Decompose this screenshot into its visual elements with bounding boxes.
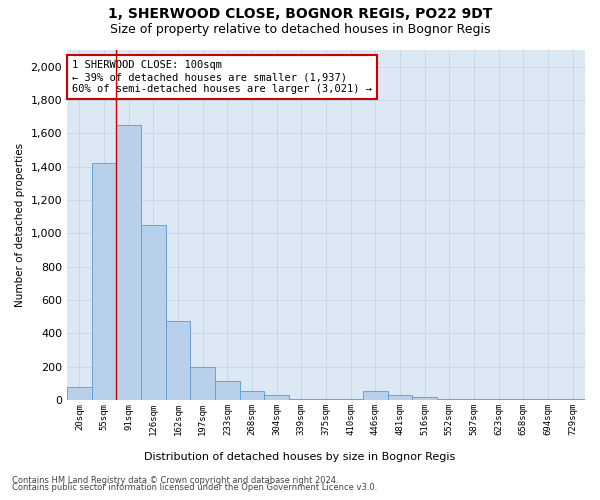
Bar	[67, 388, 92, 400]
Bar	[116, 125, 141, 400]
Bar	[265, 395, 289, 400]
Text: Contains HM Land Registry data © Crown copyright and database right 2024.: Contains HM Land Registry data © Crown c…	[12, 476, 338, 485]
Bar	[141, 225, 166, 400]
Bar	[215, 381, 239, 400]
Bar	[166, 321, 190, 400]
Bar	[314, 399, 338, 400]
Bar	[536, 399, 560, 400]
Bar	[388, 395, 412, 400]
Bar	[289, 399, 314, 400]
Bar	[412, 396, 437, 400]
Bar	[560, 399, 585, 400]
Text: Size of property relative to detached houses in Bognor Regis: Size of property relative to detached ho…	[110, 22, 490, 36]
Bar	[461, 399, 487, 400]
Bar	[487, 399, 511, 400]
Bar	[363, 391, 388, 400]
Bar	[239, 391, 265, 400]
Bar	[190, 368, 215, 400]
Text: Distribution of detached houses by size in Bognor Regis: Distribution of detached houses by size …	[145, 452, 455, 462]
Text: 1 SHERWOOD CLOSE: 100sqm
← 39% of detached houses are smaller (1,937)
60% of sem: 1 SHERWOOD CLOSE: 100sqm ← 39% of detach…	[72, 60, 372, 94]
Bar	[437, 399, 461, 400]
Y-axis label: Number of detached properties: Number of detached properties	[15, 143, 25, 307]
Bar	[92, 164, 116, 400]
Bar	[338, 399, 363, 400]
Bar	[511, 399, 536, 400]
Text: Contains public sector information licensed under the Open Government Licence v3: Contains public sector information licen…	[12, 484, 377, 492]
Text: 1, SHERWOOD CLOSE, BOGNOR REGIS, PO22 9DT: 1, SHERWOOD CLOSE, BOGNOR REGIS, PO22 9D…	[108, 8, 492, 22]
